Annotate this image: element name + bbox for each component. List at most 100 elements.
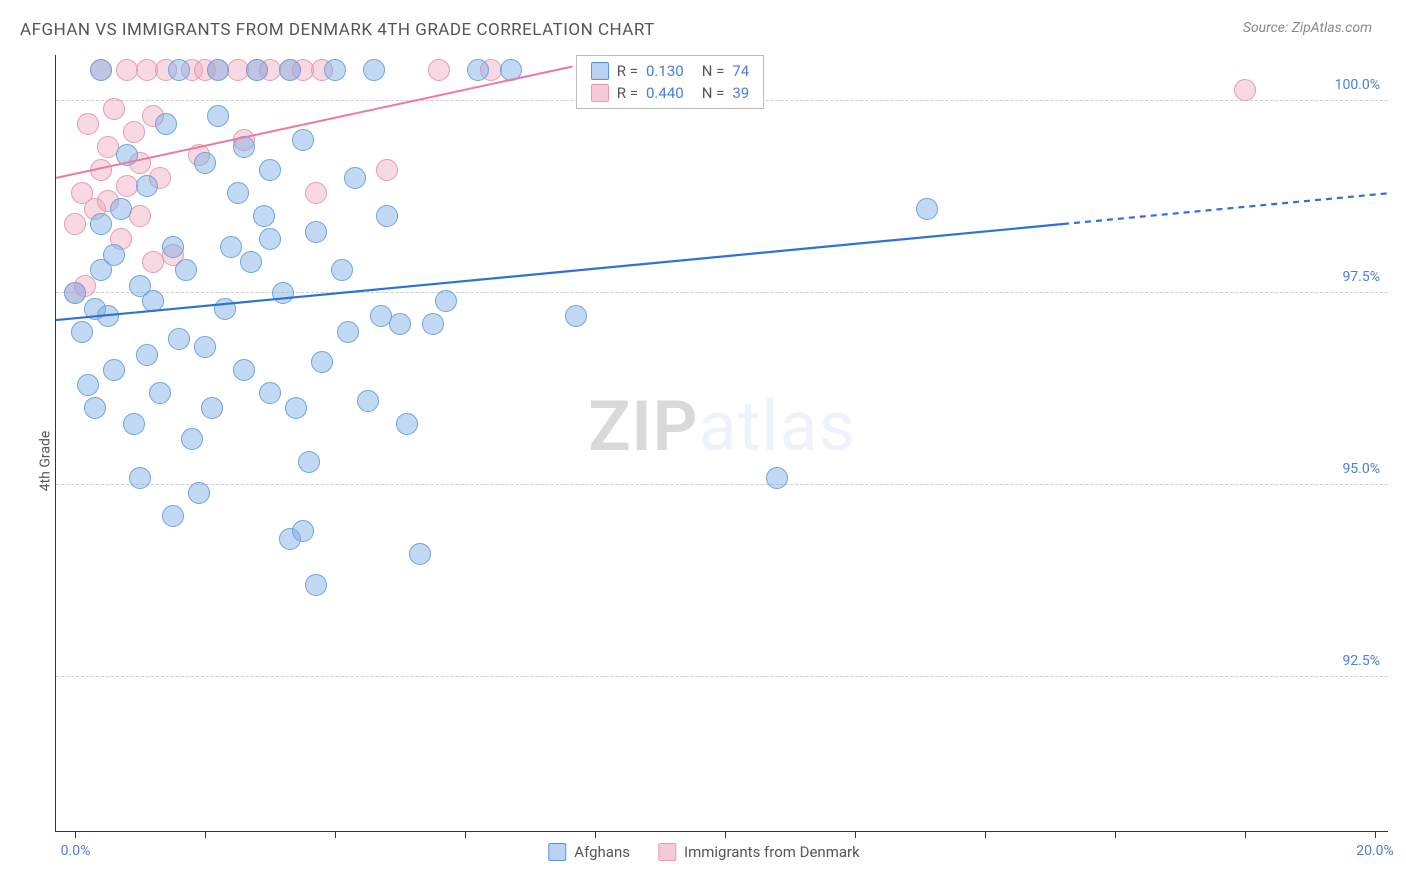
y-tick-label: 97.5% xyxy=(1342,269,1380,285)
marker-afghan xyxy=(77,374,99,396)
trend-lines xyxy=(56,55,1388,831)
marker-denmark xyxy=(90,159,112,181)
marker-afghan xyxy=(305,574,327,596)
marker-afghan xyxy=(272,282,294,304)
marker-denmark xyxy=(77,113,99,135)
x-tick xyxy=(595,831,596,838)
marker-afghan xyxy=(233,359,255,381)
swatch-icon xyxy=(658,843,676,861)
marker-afghan xyxy=(162,236,184,258)
marker-afghan xyxy=(233,136,255,158)
marker-denmark xyxy=(1234,79,1256,101)
marker-afghan xyxy=(194,336,216,358)
x-tick-label: 20.0% xyxy=(1356,843,1394,859)
marker-afghan xyxy=(168,59,190,81)
marker-afghan xyxy=(84,397,106,419)
marker-afghan xyxy=(259,159,281,181)
n-label: N = xyxy=(702,62,725,80)
marker-afghan xyxy=(565,305,587,327)
marker-afghan xyxy=(97,305,119,327)
marker-afghan xyxy=(916,198,938,220)
marker-afghan xyxy=(292,129,314,151)
marker-afghan xyxy=(207,59,229,81)
x-tick xyxy=(335,831,336,838)
marker-afghan xyxy=(344,167,366,189)
marker-afghan xyxy=(194,152,216,174)
r-value: 0.440 xyxy=(646,84,684,102)
source-label: Source: ZipAtlas.com xyxy=(1243,20,1372,36)
marker-afghan xyxy=(305,221,327,243)
marker-afghan xyxy=(123,413,145,435)
marker-afghan xyxy=(246,59,268,81)
marker-afghan xyxy=(500,59,522,81)
marker-afghan xyxy=(376,205,398,227)
n-label: N = xyxy=(702,84,725,102)
x-tick xyxy=(1115,831,1116,838)
swatch-icon xyxy=(591,84,609,102)
y-tick-label: 92.5% xyxy=(1342,653,1380,669)
marker-afghan xyxy=(90,213,112,235)
marker-denmark xyxy=(129,205,151,227)
marker-afghan xyxy=(103,359,125,381)
marker-denmark xyxy=(103,98,125,120)
legend-item: Afghans xyxy=(548,843,630,861)
marker-afghan xyxy=(422,313,444,335)
legend: Afghans Immigrants from Denmark xyxy=(548,843,859,861)
marker-denmark xyxy=(376,159,398,181)
marker-afghan xyxy=(389,313,411,335)
swatch-icon xyxy=(548,843,566,861)
marker-afghan xyxy=(129,467,151,489)
y-axis-label: 4th Grade xyxy=(37,431,53,492)
marker-afghan xyxy=(136,344,158,366)
marker-afghan xyxy=(181,428,203,450)
gridline xyxy=(56,484,1388,485)
y-tick-label: 100.0% xyxy=(1335,77,1380,93)
marker-afghan xyxy=(337,321,359,343)
correlation-box: R =0.130N =74R =0.440N =39 xyxy=(576,55,764,109)
r-label: R = xyxy=(617,62,638,80)
marker-afghan xyxy=(90,59,112,81)
marker-afghan xyxy=(149,382,171,404)
swatch-icon xyxy=(591,62,609,80)
x-tick xyxy=(75,831,76,838)
n-value: 39 xyxy=(732,84,749,102)
marker-afghan xyxy=(396,413,418,435)
correlation-row: R =0.130N =74 xyxy=(577,60,763,82)
marker-afghan xyxy=(214,298,236,320)
marker-afghan xyxy=(357,390,379,412)
x-tick xyxy=(725,831,726,838)
gridline xyxy=(56,292,1388,293)
marker-denmark xyxy=(64,213,86,235)
marker-afghan xyxy=(64,282,86,304)
x-tick xyxy=(465,831,466,838)
chart-title: AFGHAN VS IMMIGRANTS FROM DENMARK 4TH GR… xyxy=(20,20,655,40)
marker-afghan xyxy=(298,451,320,473)
marker-afghan xyxy=(363,59,385,81)
legend-label: Immigrants from Denmark xyxy=(684,843,860,861)
marker-afghan xyxy=(136,175,158,197)
marker-afghan xyxy=(103,244,125,266)
marker-afghan xyxy=(110,198,132,220)
marker-afghan xyxy=(324,59,346,81)
marker-afghan xyxy=(253,205,275,227)
marker-afghan xyxy=(259,382,281,404)
marker-denmark xyxy=(428,59,450,81)
marker-denmark xyxy=(305,182,327,204)
marker-afghan xyxy=(285,397,307,419)
marker-afghan xyxy=(331,259,353,281)
x-tick-label: 0.0% xyxy=(61,843,91,859)
marker-afghan xyxy=(227,182,249,204)
marker-afghan xyxy=(175,259,197,281)
marker-afghan xyxy=(409,543,431,565)
chart-area: 4th Grade ZIPatlas 92.5%95.0%97.5%100.0%… xyxy=(20,55,1388,867)
marker-afghan xyxy=(116,144,138,166)
marker-afghan xyxy=(71,321,93,343)
r-value: 0.130 xyxy=(646,62,684,80)
x-tick xyxy=(855,831,856,838)
marker-afghan xyxy=(162,505,184,527)
marker-denmark xyxy=(123,121,145,143)
marker-afghan xyxy=(311,351,333,373)
marker-afghan xyxy=(142,290,164,312)
marker-afghan xyxy=(292,520,314,542)
x-tick xyxy=(1375,831,1376,838)
